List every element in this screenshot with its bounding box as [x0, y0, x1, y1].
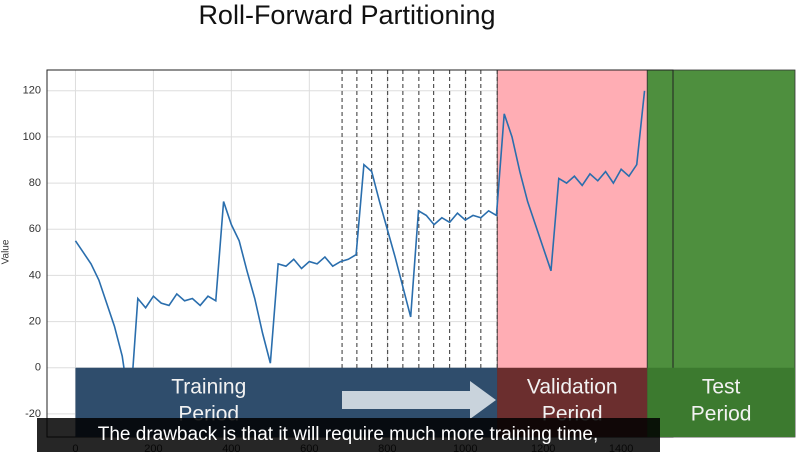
plot: [74, 90, 646, 410]
y-tick-label: 80: [29, 177, 41, 189]
y-tick-label: 120: [23, 85, 41, 97]
y-tick-label: 0: [35, 362, 41, 374]
chart-title: Roll-Forward Partitioning: [198, 0, 495, 30]
band: [647, 367, 796, 437]
y-tick-label: 20: [29, 315, 41, 327]
caption: The drawback is that it will require muc…: [98, 424, 599, 445]
y-tick-label: -20: [25, 408, 41, 420]
band-label: Test: [702, 375, 741, 398]
caption-box: [37, 418, 660, 452]
arrow: [342, 381, 496, 419]
band-label: Training: [171, 375, 246, 398]
band-label: Period: [691, 402, 752, 425]
series-line: [74, 90, 646, 410]
y-tick-label: 100: [23, 131, 41, 143]
y-axis-label: Value: [1, 239, 12, 264]
y-tick-label: 60: [29, 223, 41, 235]
band-label: Validation: [527, 375, 618, 398]
y-tick-label: 40: [29, 269, 41, 281]
